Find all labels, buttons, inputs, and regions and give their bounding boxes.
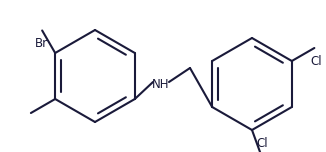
Text: NH: NH (152, 78, 170, 90)
Text: Cl: Cl (311, 55, 322, 68)
Text: Cl: Cl (257, 137, 268, 150)
Text: Br: Br (35, 38, 48, 50)
